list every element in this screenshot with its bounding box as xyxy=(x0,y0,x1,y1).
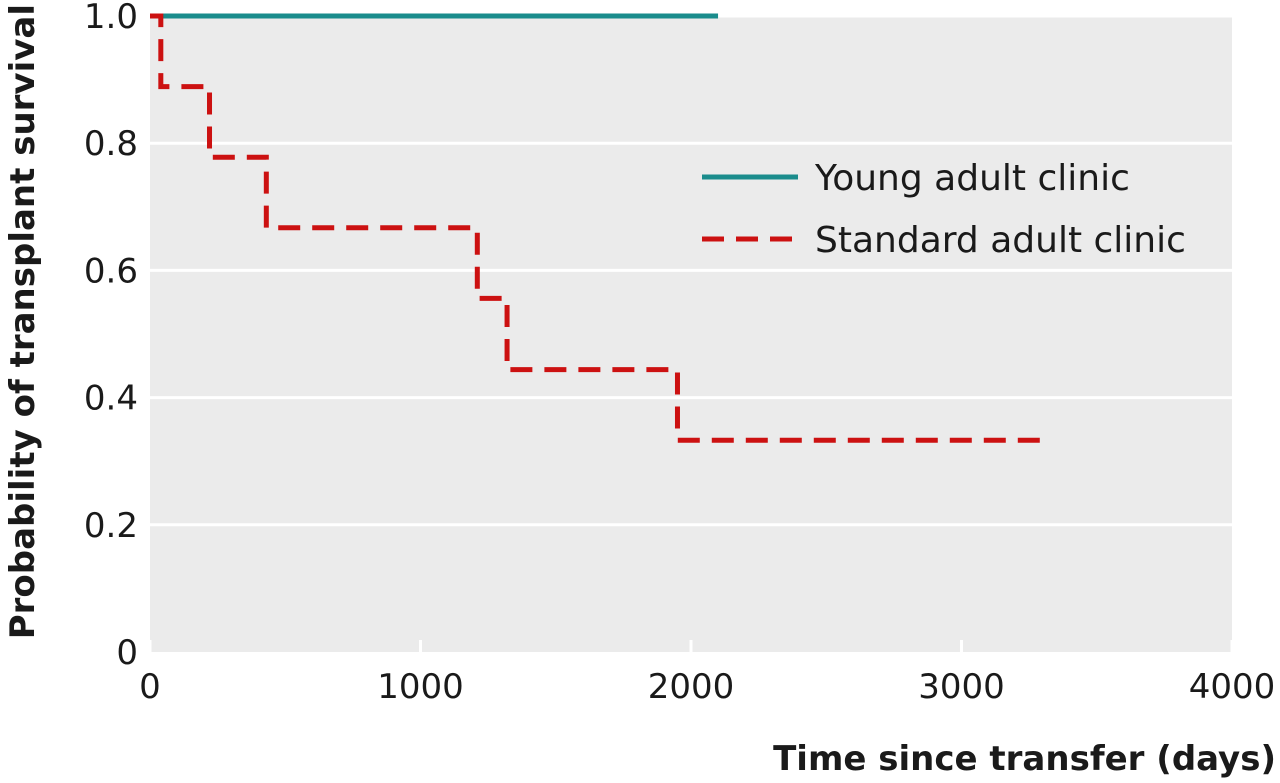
y-tick-label: 0 xyxy=(116,633,138,673)
y-tick-label: 0.2 xyxy=(84,506,138,546)
series-line-1 xyxy=(150,13,1043,443)
y-axis-ticks: 0 0.2 0.4 0.6 0.8 1.0 xyxy=(84,0,138,673)
y-tick-label: 0.6 xyxy=(84,251,138,291)
y-tick-label: 0.8 xyxy=(84,124,138,164)
series-layer xyxy=(150,13,1043,443)
legend: Young adult clinic Standard adult clinic xyxy=(702,158,1186,261)
legend-label: Young adult clinic xyxy=(814,158,1130,199)
legend-label: Standard adult clinic xyxy=(815,220,1186,261)
y-tick-label: 0.4 xyxy=(84,379,138,419)
x-tick-label: 3000 xyxy=(918,667,1005,707)
x-axis-title: Time since transfer (days) xyxy=(773,739,1276,779)
x-tick-label: 0 xyxy=(139,667,161,707)
plot-area xyxy=(150,16,1232,652)
x-tick-label: 2000 xyxy=(648,667,735,707)
x-tick-label: 1000 xyxy=(377,667,464,707)
y-tick-label: 1.0 xyxy=(84,0,138,37)
y-axis-title: Probability of transplant survival xyxy=(3,4,43,639)
x-axis-ticks: 0 1000 2000 3000 4000 xyxy=(139,640,1275,707)
x-tick-label: 4000 xyxy=(1189,667,1276,707)
